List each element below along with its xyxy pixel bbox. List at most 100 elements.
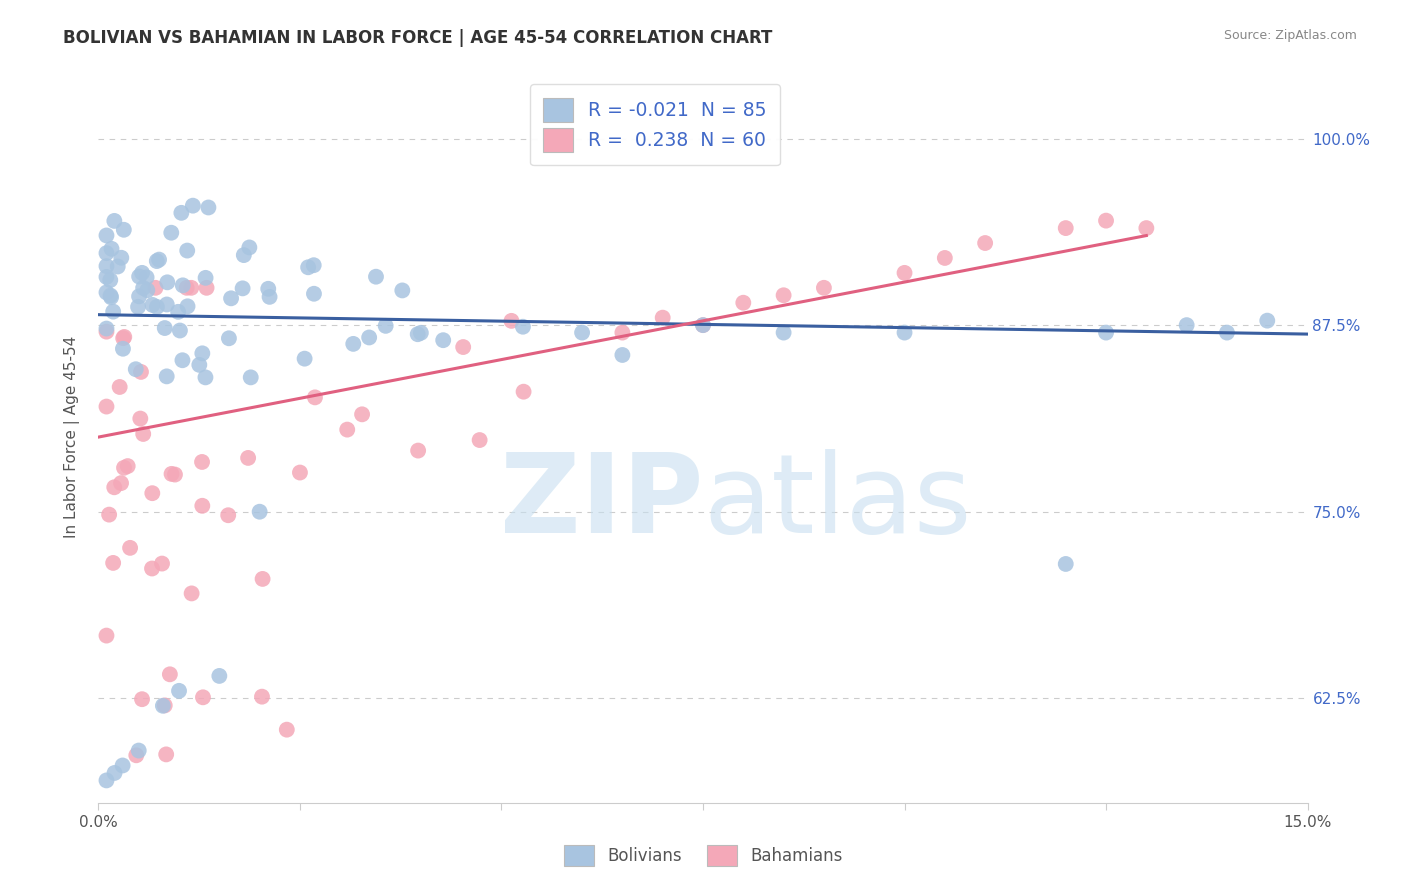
- Point: [96, 246, 118, 260]
- Point: [194, 370, 217, 384]
- Point: [111, 758, 134, 772]
- Point: [129, 411, 152, 425]
- Point: [145, 281, 167, 295]
- Point: [294, 351, 316, 366]
- Point: [612, 348, 634, 362]
- Point: [111, 342, 134, 356]
- Point: [128, 743, 150, 757]
- Point: [218, 331, 240, 345]
- Point: [176, 299, 198, 313]
- Point: [146, 300, 169, 314]
- Point: [191, 346, 214, 360]
- Point: [512, 384, 534, 399]
- Point: [304, 390, 326, 404]
- Point: [96, 285, 118, 300]
- Point: [302, 286, 325, 301]
- Point: [131, 692, 153, 706]
- Point: [180, 586, 202, 600]
- Point: [176, 244, 198, 258]
- Point: [160, 467, 183, 481]
- Point: [406, 443, 429, 458]
- Point: [96, 325, 118, 339]
- Point: [96, 321, 118, 335]
- Point: [364, 269, 387, 284]
- Point: [1054, 557, 1077, 571]
- Point: [146, 254, 169, 268]
- Point: [100, 288, 122, 302]
- Point: [117, 459, 139, 474]
- Point: [98, 508, 121, 522]
- Point: [163, 467, 186, 482]
- Point: [101, 556, 124, 570]
- Point: [893, 266, 915, 280]
- Point: [128, 269, 150, 284]
- Point: [108, 380, 131, 394]
- Point: [352, 407, 374, 421]
- Point: [374, 318, 396, 333]
- Point: [336, 423, 359, 437]
- Point: [96, 400, 118, 414]
- Point: [342, 337, 364, 351]
- Point: [276, 723, 298, 737]
- Point: [127, 300, 149, 314]
- Point: [170, 206, 193, 220]
- Point: [132, 427, 155, 442]
- Point: [112, 460, 135, 475]
- Point: [112, 330, 135, 344]
- Point: [406, 327, 429, 342]
- Point: [1135, 221, 1157, 235]
- Point: [188, 358, 211, 372]
- Point: [176, 281, 198, 295]
- Point: [259, 290, 281, 304]
- Point: [359, 330, 381, 344]
- Point: [141, 486, 163, 500]
- Point: [120, 541, 142, 555]
- Point: [772, 288, 794, 302]
- Point: [180, 281, 202, 295]
- Text: atlas: atlas: [703, 450, 972, 557]
- Point: [110, 476, 132, 491]
- Point: [501, 314, 523, 328]
- Point: [249, 505, 271, 519]
- Point: [692, 318, 714, 332]
- Text: Source: ZipAtlas.com: Source: ZipAtlas.com: [1223, 29, 1357, 42]
- Point: [208, 669, 231, 683]
- Text: BOLIVIAN VS BAHAMIAN IN LABOR FORCE | AGE 45-54 CORRELATION CHART: BOLIVIAN VS BAHAMIAN IN LABOR FORCE | AG…: [63, 29, 773, 46]
- Point: [172, 353, 194, 368]
- Point: [692, 318, 714, 332]
- Point: [1095, 213, 1118, 227]
- Point: [141, 561, 163, 575]
- Point: [153, 321, 176, 335]
- Point: [156, 276, 179, 290]
- Point: [103, 480, 125, 494]
- Point: [101, 304, 124, 318]
- Point: [172, 278, 194, 293]
- Point: [239, 370, 262, 384]
- Point: [238, 240, 260, 254]
- Point: [217, 508, 239, 523]
- Point: [195, 281, 218, 295]
- Point: [232, 248, 254, 262]
- Point: [236, 450, 259, 465]
- Point: [409, 326, 432, 340]
- Point: [813, 281, 835, 295]
- Point: [194, 271, 217, 285]
- Point: [141, 298, 163, 312]
- Point: [302, 258, 325, 272]
- Point: [191, 499, 214, 513]
- Point: [150, 557, 173, 571]
- Point: [96, 773, 118, 788]
- Point: [772, 326, 794, 340]
- Point: [612, 326, 634, 340]
- Point: [156, 297, 179, 311]
- Point: [1175, 318, 1198, 332]
- Point: [100, 242, 122, 256]
- Point: [125, 362, 148, 376]
- Point: [1216, 326, 1239, 340]
- Point: [252, 572, 274, 586]
- Text: ZIP: ZIP: [499, 450, 703, 557]
- Point: [131, 266, 153, 280]
- Legend: Bolivians, Bahamians: Bolivians, Bahamians: [555, 837, 851, 875]
- Point: [893, 326, 915, 340]
- Point: [1095, 326, 1118, 340]
